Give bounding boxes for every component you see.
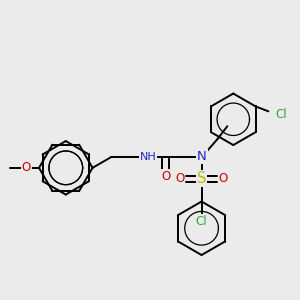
Text: Cl: Cl bbox=[196, 215, 207, 228]
Text: Cl: Cl bbox=[275, 108, 287, 121]
Text: NH: NH bbox=[140, 152, 156, 162]
Text: N: N bbox=[197, 150, 206, 164]
Text: O: O bbox=[175, 172, 184, 185]
Text: S: S bbox=[197, 171, 206, 186]
Text: O: O bbox=[22, 161, 31, 174]
Text: O: O bbox=[219, 172, 228, 185]
Text: O: O bbox=[161, 170, 170, 183]
